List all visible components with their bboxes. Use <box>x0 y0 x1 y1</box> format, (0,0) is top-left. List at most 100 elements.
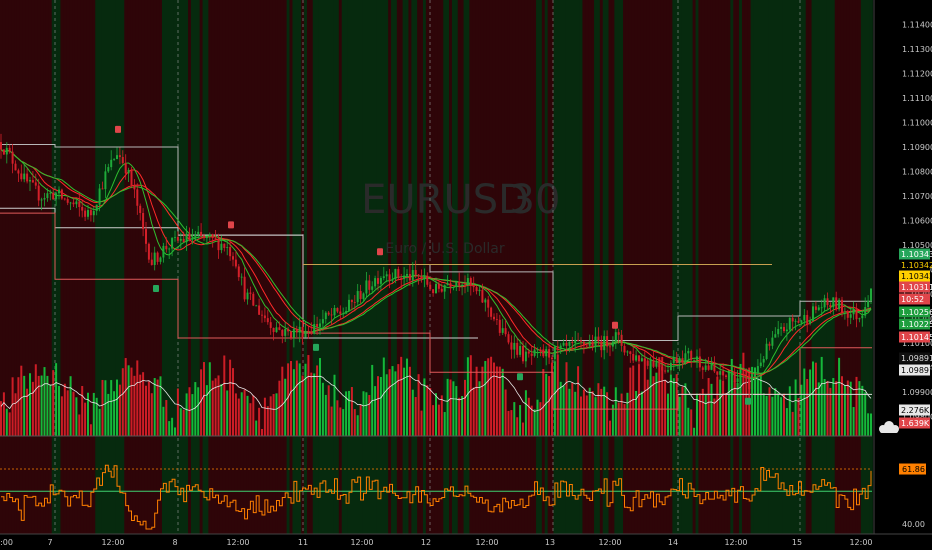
candle <box>2 149 5 155</box>
volume-bar <box>379 376 382 436</box>
volume-bar <box>452 381 455 436</box>
volume-bar <box>185 393 188 436</box>
candle <box>350 299 353 311</box>
trend-band <box>156 0 160 534</box>
trend-band <box>802 0 807 534</box>
candle <box>0 133 2 159</box>
candle-body <box>417 274 420 277</box>
candle-body <box>727 376 730 378</box>
time-axis[interactable]: 6:00 7 12:00 8 12:00 11 12:00 12 12:00 13 12:00 14 1… <box>0 533 932 550</box>
candle <box>864 297 867 319</box>
candle-body <box>846 311 849 318</box>
candle <box>263 307 266 323</box>
candle <box>287 326 290 336</box>
trend-band <box>527 0 531 534</box>
candle-body <box>751 374 754 390</box>
candle-body <box>330 314 333 316</box>
candle-body <box>582 341 585 346</box>
trend-band <box>637 0 641 534</box>
candle <box>600 335 603 358</box>
volume-bar <box>400 356 403 436</box>
volume-bar <box>95 397 98 436</box>
candle-body <box>800 320 803 323</box>
candle <box>597 327 600 345</box>
candle-body <box>742 375 745 377</box>
candle <box>205 235 208 245</box>
volume-bars <box>0 352 872 436</box>
candle-body <box>55 193 58 200</box>
pivot-high-marker <box>115 125 121 133</box>
trend-band <box>60 0 64 534</box>
volume-bar <box>11 377 14 436</box>
candle-body <box>785 329 788 332</box>
candle-body <box>319 323 321 327</box>
candle-body <box>176 236 179 241</box>
trend-band <box>289 0 293 534</box>
candle <box>536 347 539 358</box>
candle-body <box>43 198 46 200</box>
candle-body <box>568 341 571 346</box>
volume-bar <box>214 378 217 436</box>
candle <box>330 307 333 324</box>
trend-band <box>2 0 6 534</box>
candle <box>40 197 43 211</box>
candle-body <box>437 283 440 289</box>
volume-bar <box>60 396 63 436</box>
candle-body <box>655 362 658 367</box>
candle <box>669 360 672 375</box>
candle-body <box>208 234 211 237</box>
candle-body <box>14 163 17 171</box>
candle-body <box>603 336 606 351</box>
candle-body <box>788 317 791 330</box>
trend-band <box>469 0 473 534</box>
candle-body <box>127 169 130 174</box>
candle-body <box>841 299 843 313</box>
candle <box>867 295 870 312</box>
candle <box>78 192 81 217</box>
time-tick-label: 12:00 <box>101 538 124 547</box>
candle <box>272 327 275 341</box>
volume-bar <box>620 393 623 436</box>
trend-band <box>54 0 58 534</box>
candle-body <box>464 284 466 286</box>
trend-band <box>544 0 549 534</box>
trend-band <box>338 0 343 534</box>
candle <box>565 334 568 355</box>
candle <box>759 353 762 369</box>
candle-body <box>814 306 817 310</box>
volume-bar <box>582 389 585 436</box>
trend-band <box>860 0 865 534</box>
volume-bar <box>553 361 556 436</box>
volume-bar <box>255 420 258 436</box>
volume-bar <box>49 384 52 436</box>
price-tick-label: 1.10500 <box>902 241 932 250</box>
candle-body <box>223 243 226 248</box>
volume-bar <box>510 410 513 436</box>
cloud-icon[interactable] <box>879 421 899 433</box>
volume-bar <box>234 393 237 436</box>
candle <box>733 367 736 383</box>
candle <box>397 266 400 281</box>
trend-band <box>501 0 505 534</box>
volume-bar <box>533 409 536 436</box>
volume-bar <box>20 365 23 436</box>
candle <box>698 348 701 372</box>
candle <box>75 199 78 209</box>
price-tick-label: 1.10700 <box>902 192 932 201</box>
session-separators <box>54 0 801 534</box>
candle <box>8 144 11 154</box>
volume-bar <box>217 375 220 436</box>
candle-body <box>292 328 295 338</box>
candle-body <box>614 332 617 342</box>
trend-band <box>524 0 528 534</box>
trend-band <box>434 0 438 534</box>
trend-band <box>692 0 696 534</box>
volume-bar <box>17 377 20 436</box>
volume-bar <box>635 390 638 436</box>
candle-body <box>606 336 609 347</box>
candle <box>365 272 368 299</box>
oscillator-axis: 61.86 40.00 <box>899 463 926 529</box>
trend-band <box>762 0 766 534</box>
candle-body <box>382 276 385 279</box>
